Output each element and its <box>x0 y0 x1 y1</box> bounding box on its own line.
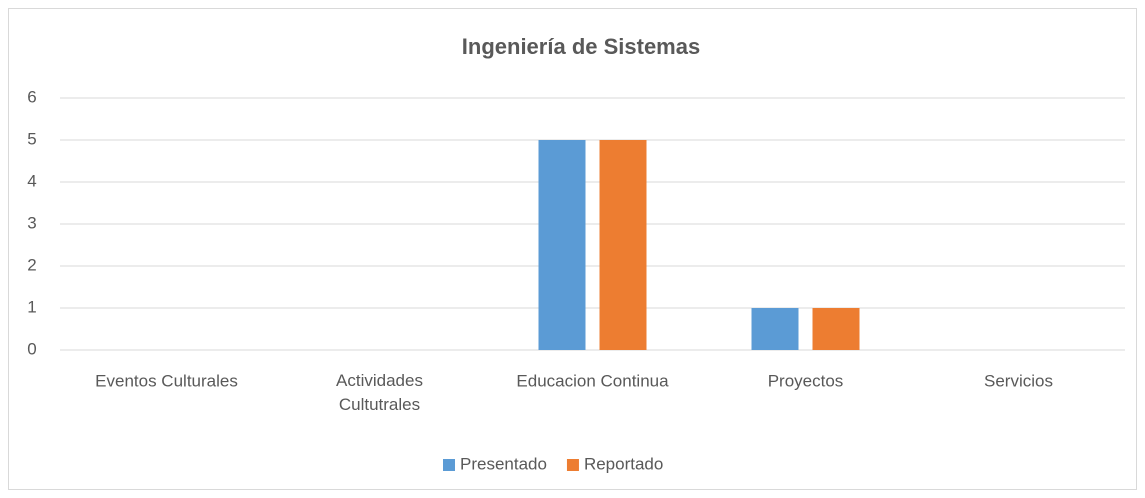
x-tick-label: Actividades Cultutrales <box>336 371 423 414</box>
legend-label: Reportado <box>584 454 663 473</box>
bar <box>538 140 586 350</box>
y-tick-label: 5 <box>27 129 36 148</box>
bar <box>599 140 647 350</box>
y-tick-label: 4 <box>27 171 36 190</box>
bar <box>812 308 860 350</box>
legend-swatch <box>566 459 579 471</box>
x-tick-label: Proyectos <box>768 371 844 390</box>
y-tick-label: 3 <box>27 213 36 232</box>
y-tick-label: 2 <box>27 255 36 274</box>
x-tick-label: Eventos Culturales <box>95 371 238 390</box>
y-tick-label: 0 <box>27 339 36 358</box>
x-tick-label: Educacion Continua <box>516 371 669 390</box>
y-tick-label: 1 <box>27 297 36 316</box>
chart-title: Ingeniería de Sistemas <box>462 34 700 59</box>
legend-swatch <box>443 459 455 471</box>
y-tick-label: 6 <box>27 87 36 106</box>
legend-label: Presentado <box>460 454 547 473</box>
bar <box>751 308 799 350</box>
x-tick-label: Servicios <box>984 371 1053 390</box>
